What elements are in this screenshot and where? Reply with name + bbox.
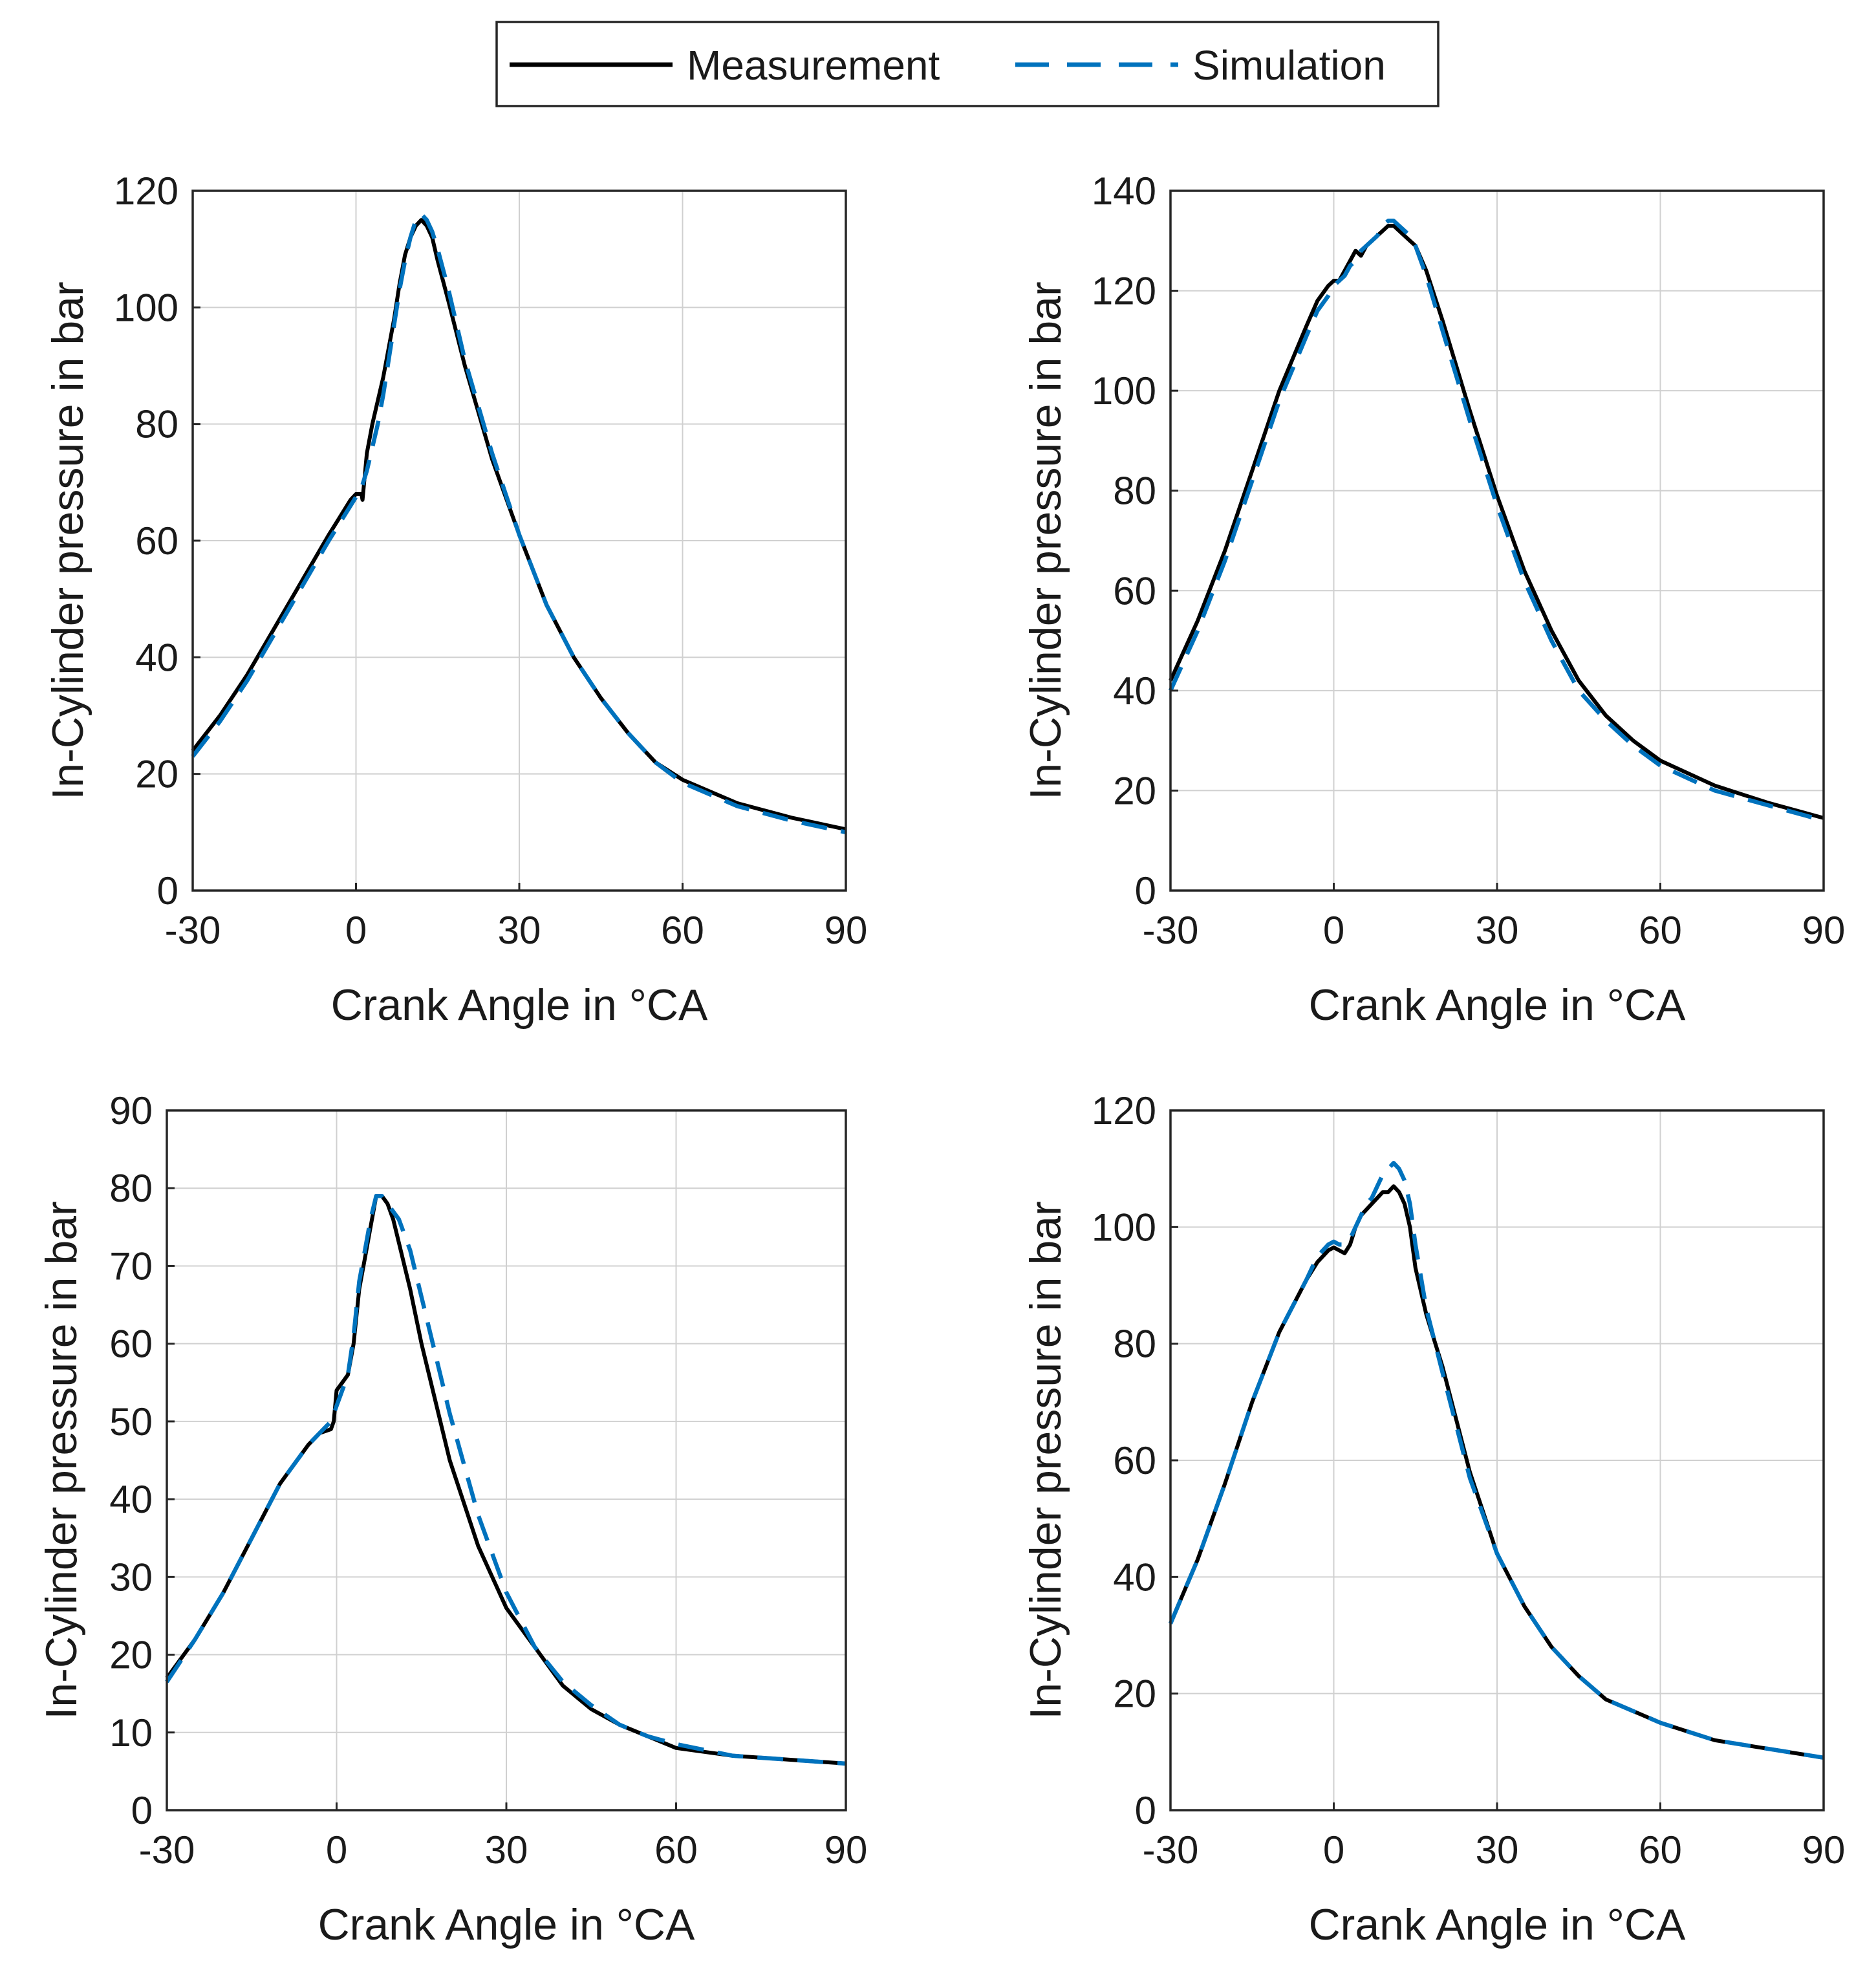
y-tick-label: 50 — [109, 1400, 153, 1444]
series-line-measurement — [1169, 224, 1824, 820]
legend-label-measurement: Measurement — [687, 42, 940, 89]
series-line-simulation — [165, 1193, 846, 1766]
y-tick-label: 140 — [1092, 169, 1156, 213]
y-tick-label: 20 — [109, 1634, 153, 1677]
series-line-simulation — [1169, 219, 1824, 823]
y-tick-label: 80 — [1113, 470, 1156, 513]
x-axis-label: Crank Angle in °CA — [331, 980, 708, 1030]
y-tick-label: 0 — [131, 1789, 153, 1832]
x-axis-label: Crank Angle in °CA — [1309, 1900, 1686, 1949]
x-tick-label: 0 — [345, 909, 367, 952]
x-tick-label: 30 — [1476, 909, 1519, 952]
x-tick-label: 90 — [1802, 1828, 1846, 1872]
y-tick-label: 0 — [1135, 1789, 1156, 1832]
series-line-measurement — [1169, 1184, 1824, 1760]
y-tick-label: 120 — [1092, 1089, 1156, 1132]
x-tick-label: 90 — [1802, 909, 1846, 952]
y-tick-label: 0 — [157, 869, 178, 913]
y-tick-label: 10 — [109, 1711, 153, 1755]
y-tick-label: 80 — [1113, 1323, 1156, 1366]
y-tick-label: 80 — [135, 403, 178, 446]
y-axis-label: In-Cylinder pressure in bar — [37, 1201, 86, 1719]
y-tick-label: 60 — [1113, 1439, 1156, 1482]
x-axis-label: Crank Angle in °CA — [1309, 980, 1686, 1030]
y-tick-label: 40 — [1113, 669, 1156, 713]
y-tick-label: 120 — [114, 169, 178, 213]
y-tick-label: 20 — [1113, 769, 1156, 812]
x-tick-label: 60 — [661, 909, 704, 952]
y-tick-label: 40 — [1113, 1555, 1156, 1599]
x-tick-label: 60 — [654, 1828, 698, 1872]
y-axis-label: In-Cylinder pressure in bar — [1021, 281, 1070, 799]
y-tick-label: 100 — [1092, 1206, 1156, 1249]
x-tick-label: -30 — [139, 1828, 195, 1872]
y-tick-label: 40 — [135, 636, 178, 679]
x-tick-label: -30 — [1143, 1828, 1199, 1872]
y-tick-label: 60 — [135, 519, 178, 563]
y-tick-label: 90 — [109, 1089, 153, 1132]
x-tick-label: 60 — [1639, 909, 1682, 952]
y-tick-label: 0 — [1135, 869, 1156, 913]
x-tick-label: 90 — [825, 1828, 868, 1872]
y-tick-label: 60 — [109, 1323, 153, 1366]
x-tick-label: -30 — [1143, 909, 1199, 952]
legend-label-simulation: Simulation — [1192, 42, 1386, 89]
x-tick-label: 30 — [485, 1828, 528, 1872]
y-axis-label: In-Cylinder pressure in bar — [1021, 1201, 1070, 1719]
y-tick-label: 30 — [109, 1555, 153, 1599]
x-tick-label: 0 — [326, 1828, 347, 1872]
x-tick-label: 60 — [1639, 1828, 1682, 1872]
y-tick-label: 100 — [1092, 369, 1156, 413]
y-tick-label: 40 — [109, 1478, 153, 1521]
y-tick-label: 60 — [1113, 569, 1156, 612]
x-axis-label: Crank Angle in °CA — [318, 1900, 695, 1949]
y-tick-label: 80 — [109, 1167, 153, 1210]
y-tick-label: 120 — [1092, 270, 1156, 313]
y-axis-label: In-Cylinder pressure in bar — [43, 281, 92, 799]
x-tick-label: 0 — [1323, 1828, 1344, 1872]
x-tick-label: -30 — [165, 909, 221, 952]
series-line-simulation — [191, 211, 846, 834]
x-tick-label: 30 — [498, 909, 541, 952]
y-tick-label: 100 — [114, 286, 178, 329]
y-tick-label: 20 — [1113, 1672, 1156, 1716]
y-tick-label: 20 — [135, 753, 178, 796]
legend: Measurement Simulation — [495, 21, 1439, 107]
y-tick-label: 70 — [109, 1244, 153, 1288]
x-tick-label: 90 — [825, 909, 868, 952]
x-tick-label: 0 — [1323, 909, 1344, 952]
x-tick-label: 30 — [1476, 1828, 1519, 1872]
